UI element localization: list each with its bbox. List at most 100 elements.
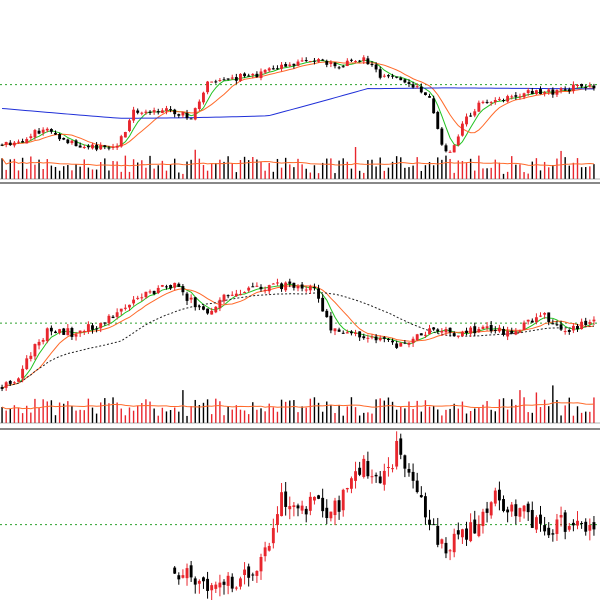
candle-up	[17, 141, 20, 143]
candle-down	[189, 565, 193, 578]
candle-down	[337, 329, 341, 332]
candle-up	[255, 570, 259, 576]
price-chart-panel-2	[0, 278, 600, 424]
candle-up	[144, 291, 148, 298]
candle-down	[62, 328, 66, 335]
candle-down	[502, 499, 505, 512]
candle-up	[123, 132, 127, 138]
candle-up	[354, 332, 357, 334]
candle-up	[407, 342, 411, 345]
candle-up	[370, 336, 374, 338]
candle-up	[481, 511, 485, 527]
candle-down	[551, 533, 555, 535]
candle-up	[543, 313, 547, 315]
candle-up	[534, 517, 538, 530]
candle-down	[62, 137, 66, 140]
candle-up	[218, 80, 222, 82]
candle-up	[386, 466, 390, 468]
candle-up	[259, 71, 263, 79]
candle-up	[234, 587, 238, 589]
candle-down	[444, 145, 448, 152]
candle-down	[403, 79, 407, 83]
candle-down	[206, 578, 210, 591]
candle-down	[230, 576, 234, 589]
candle-up	[576, 84, 579, 86]
candle-up	[197, 580, 201, 584]
candle-up	[91, 144, 94, 149]
candle-up	[518, 508, 522, 517]
candle-up	[296, 61, 300, 66]
candle-down	[473, 326, 477, 334]
candle-up	[25, 358, 29, 370]
candle-down	[407, 468, 411, 473]
candle-down	[226, 295, 230, 297]
candle-down	[473, 519, 477, 534]
candle-down	[432, 327, 436, 330]
candle-up	[206, 81, 210, 93]
candle-up	[111, 146, 115, 148]
candle-up	[181, 111, 185, 116]
candle-up	[148, 291, 152, 293]
candle-down	[547, 527, 551, 536]
candle-down	[181, 286, 185, 293]
candle-down	[234, 77, 238, 81]
candle-down	[580, 83, 584, 87]
candle-down	[177, 114, 181, 116]
candle-down	[349, 331, 353, 334]
candle-down	[419, 86, 423, 93]
candle-down	[284, 64, 288, 67]
candle-down	[280, 283, 283, 290]
candle-down	[337, 500, 341, 512]
candle-up	[477, 102, 481, 112]
candle-up	[33, 130, 37, 138]
candle-up	[571, 84, 575, 92]
candle-up	[506, 330, 510, 337]
candle-down	[374, 64, 378, 70]
candle-down	[567, 330, 571, 332]
candle-down	[169, 285, 173, 289]
candle-down	[185, 113, 189, 119]
candle-down	[547, 312, 551, 322]
candle-down	[251, 574, 255, 576]
candle-down	[514, 504, 518, 517]
candle-up	[506, 96, 510, 102]
candle-down	[436, 329, 440, 332]
candle-up	[440, 331, 444, 333]
candle-down	[284, 491, 288, 507]
candle-down	[592, 522, 596, 530]
candle-down	[276, 68, 279, 70]
moving-average-line-5	[1, 59, 595, 148]
candle-up	[288, 506, 292, 510]
candle-up	[202, 92, 205, 103]
candle-down	[349, 59, 353, 61]
candle-down	[399, 438, 403, 455]
candle-up	[239, 293, 242, 296]
candle-down	[243, 73, 247, 77]
candle-down	[358, 331, 362, 338]
candle-down	[403, 342, 407, 344]
candle-down	[325, 60, 329, 65]
candle-up	[271, 528, 275, 544]
candle-up	[510, 96, 514, 98]
candle-down	[370, 64, 374, 66]
candle-up	[45, 128, 49, 131]
candle-down	[497, 489, 501, 501]
candle-down	[543, 525, 547, 532]
candle-down	[304, 60, 308, 62]
candle-down	[514, 95, 518, 97]
candle-down	[411, 471, 415, 481]
candle-up	[567, 526, 571, 530]
candle-up	[539, 315, 542, 317]
candle-down	[510, 330, 514, 334]
candle-up	[415, 86, 419, 88]
candle-up	[33, 344, 37, 357]
candle-down	[423, 92, 427, 95]
volume-ma-line	[1, 157, 594, 167]
candle-down	[440, 128, 444, 145]
candle-down	[0, 144, 4, 146]
candle-down	[391, 75, 394, 77]
candle-down	[378, 69, 382, 78]
candle-down	[317, 495, 320, 499]
candle-up	[345, 488, 349, 490]
candle-down	[177, 283, 181, 287]
